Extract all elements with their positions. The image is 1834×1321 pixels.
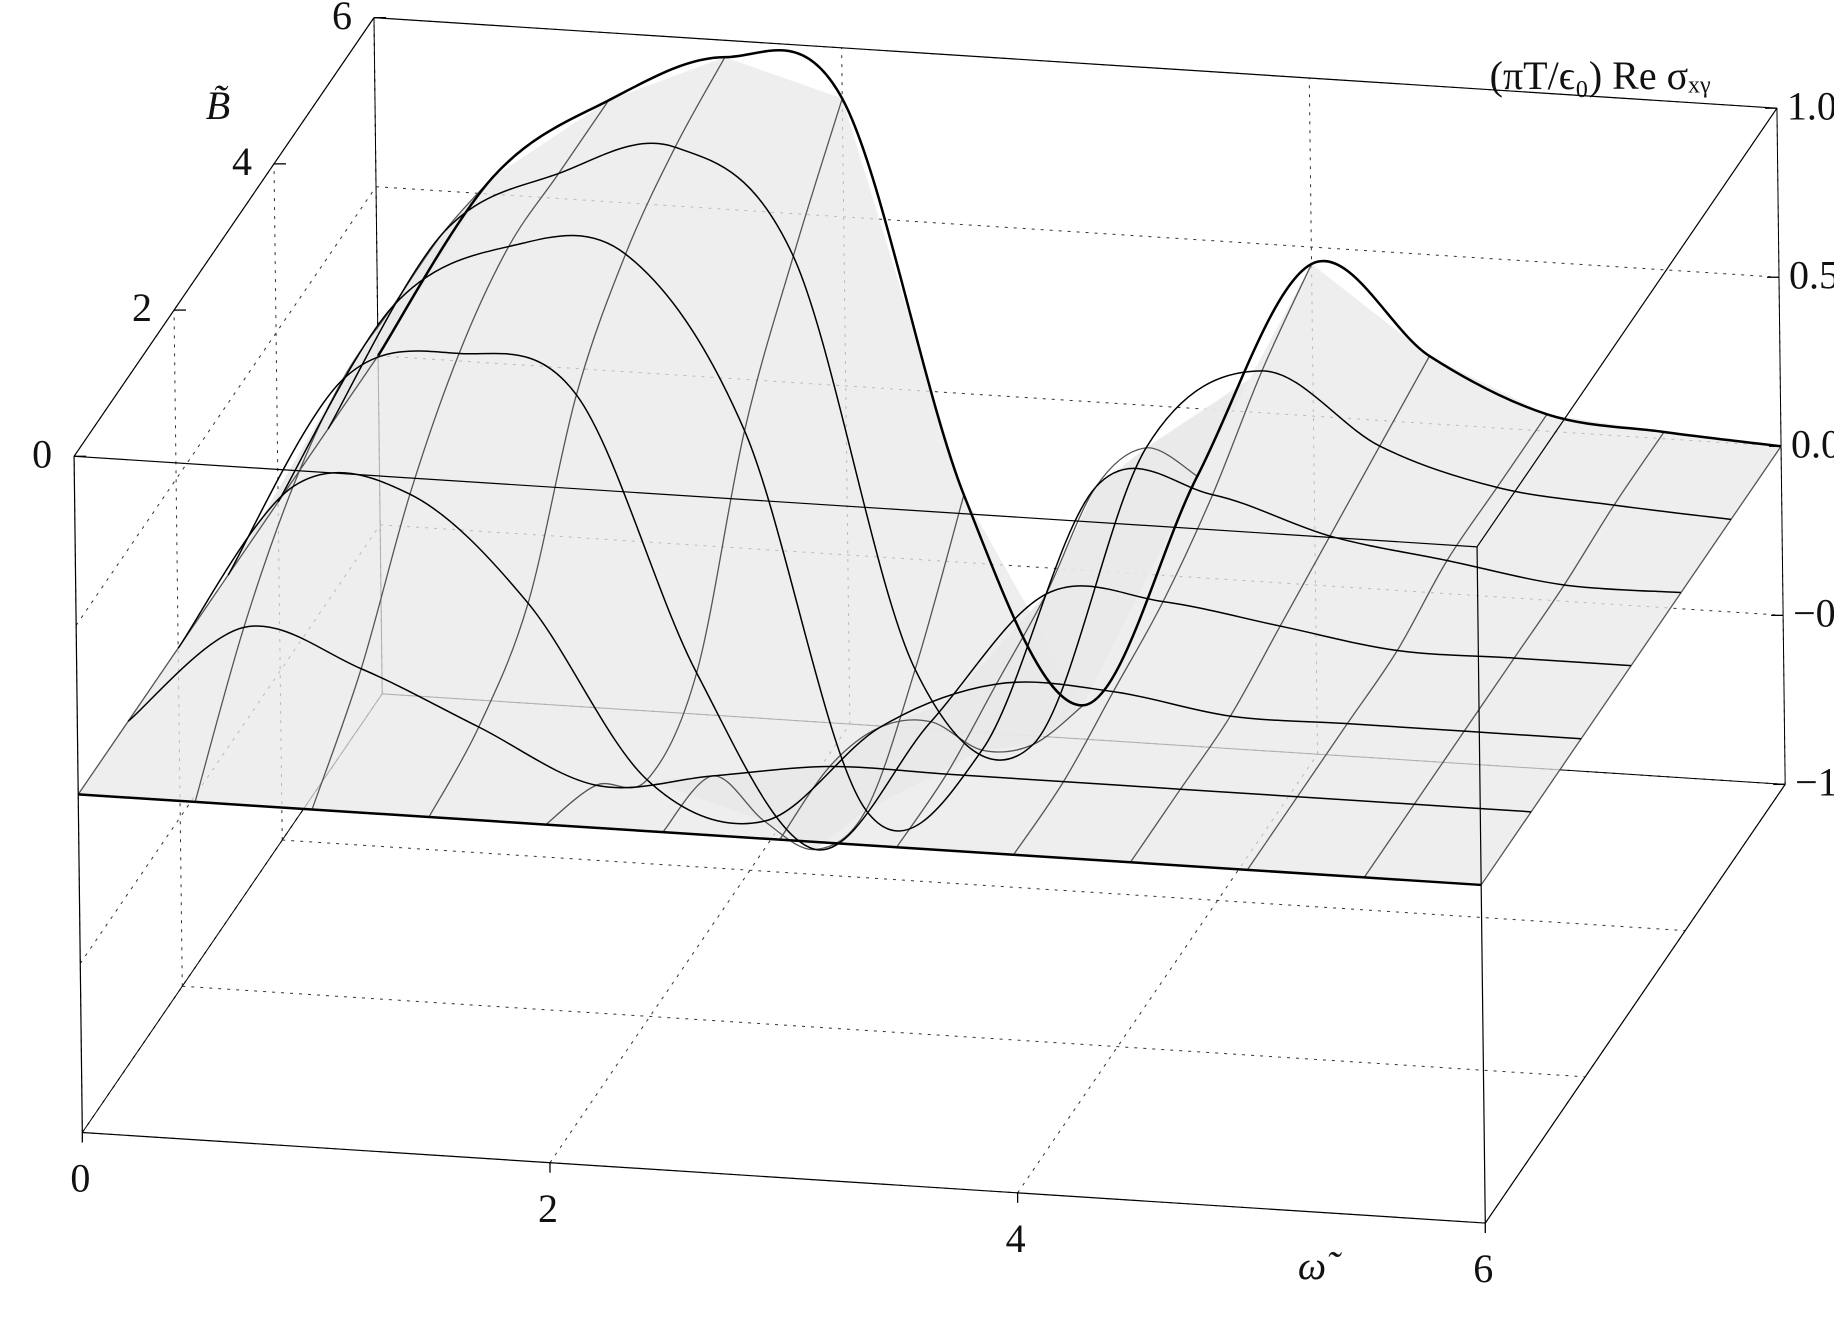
x-tick-label: 6: [1473, 1246, 1493, 1291]
z-axis-label: (πT/ϵ₀) Re σₓᵧ: [1490, 53, 1711, 98]
surface-cell: [478, 603, 648, 786]
surface-cell: [946, 684, 1114, 782]
surface-cell: [1113, 601, 1281, 717]
surface-cell: [1280, 536, 1448, 651]
surface-cell: [1347, 650, 1515, 732]
x-tick-label: 0: [70, 1156, 90, 1201]
surface-cell: [508, 147, 676, 255]
surface-cell: [409, 353, 577, 604]
z-tick-label: −1.0: [1795, 760, 1834, 805]
surface-cell: [793, 98, 964, 670]
z-tick-label: 0.0: [1791, 421, 1834, 466]
z-tick-label: 1.0: [1787, 83, 1834, 128]
mesh-line: [428, 56, 726, 818]
surface-cell: [293, 353, 460, 495]
surface-cell: [128, 486, 294, 722]
surface-cell: [1364, 804, 1532, 885]
surface-cell: [1514, 584, 1682, 666]
mesh-line: [177, 471, 1582, 825]
y-axis-label: B̃: [206, 83, 230, 128]
x-tick-label: 2: [538, 1186, 558, 1231]
y-tick-label: 2: [132, 285, 152, 330]
mesh-line: [78, 793, 1482, 887]
surface-cell: [1130, 789, 1298, 870]
grid-line: [182, 985, 1586, 1078]
grid-line: [75, 186, 377, 626]
surface-cell: [545, 775, 713, 833]
surface-cell: [1212, 370, 1380, 537]
box-edge: [1476, 107, 1778, 548]
box-edge: [1484, 784, 1786, 1224]
surface-cell: [1261, 263, 1430, 447]
box-edge: [82, 1131, 1486, 1224]
grid-line: [282, 839, 1686, 932]
surface-cell: [195, 627, 362, 810]
z-tick-label: 0.5: [1789, 252, 1834, 297]
surface-cell: [1564, 505, 1732, 593]
surface-cell: [896, 774, 1064, 855]
box-edge: [1476, 546, 1486, 1224]
surface-cell: [1230, 626, 1398, 724]
mesh-line: [327, 142, 1732, 761]
surface-cell: [459, 246, 626, 395]
z-tick-label: −0.5: [1793, 591, 1834, 636]
box-edge: [73, 456, 83, 1133]
surface-cell: [428, 727, 597, 825]
surface-cell: [312, 668, 479, 818]
surface-cell: [1447, 487, 1615, 585]
mesh-line: [311, 99, 610, 810]
mesh-line: [127, 625, 1532, 813]
surface-cell: [528, 394, 697, 780]
surface-cell: [829, 684, 997, 775]
surface-cell: [1379, 356, 1548, 488]
box-edge: [73, 17, 375, 457]
box-edge: [373, 17, 1777, 109]
mesh-line: [227, 350, 1632, 851]
mesh-line: [277, 234, 1682, 832]
surface-cell: [361, 494, 529, 728]
surface-cell: [1063, 691, 1231, 790]
surface-cell: [1614, 431, 1782, 520]
surface-cell: [1013, 781, 1181, 863]
box-edge: [74, 455, 1478, 548]
surface-cell: [744, 256, 916, 811]
y-tick-label: 0: [32, 431, 52, 476]
surface-cell: [1497, 414, 1665, 506]
surface-cell: [1046, 487, 1213, 602]
surface-cell: [675, 57, 843, 257]
surface-cell: [1464, 658, 1632, 739]
surface-cell: [576, 254, 745, 673]
surface-cell: [1297, 723, 1465, 805]
surface-cell: [1329, 446, 1498, 561]
y-tick-label: 6: [332, 0, 352, 38]
x-tick-label: 4: [1006, 1216, 1026, 1261]
y-tick-label: 4: [232, 139, 252, 184]
x-axis-label: ω̃: [1298, 1243, 1342, 1288]
surface-cell: [558, 57, 725, 174]
mesh-line: [377, 49, 1782, 707]
surface-cell: [1397, 560, 1565, 659]
surface-cell: [1163, 494, 1330, 627]
surface-cell: [1247, 796, 1415, 878]
surface-cell: [696, 430, 866, 850]
surface-cell: [243, 486, 410, 669]
surface-cell: [625, 147, 794, 431]
surface-cell: [392, 173, 559, 307]
surface-cell: [1414, 731, 1582, 812]
surface-cell: [1180, 716, 1348, 797]
surface-cell: [78, 627, 244, 802]
